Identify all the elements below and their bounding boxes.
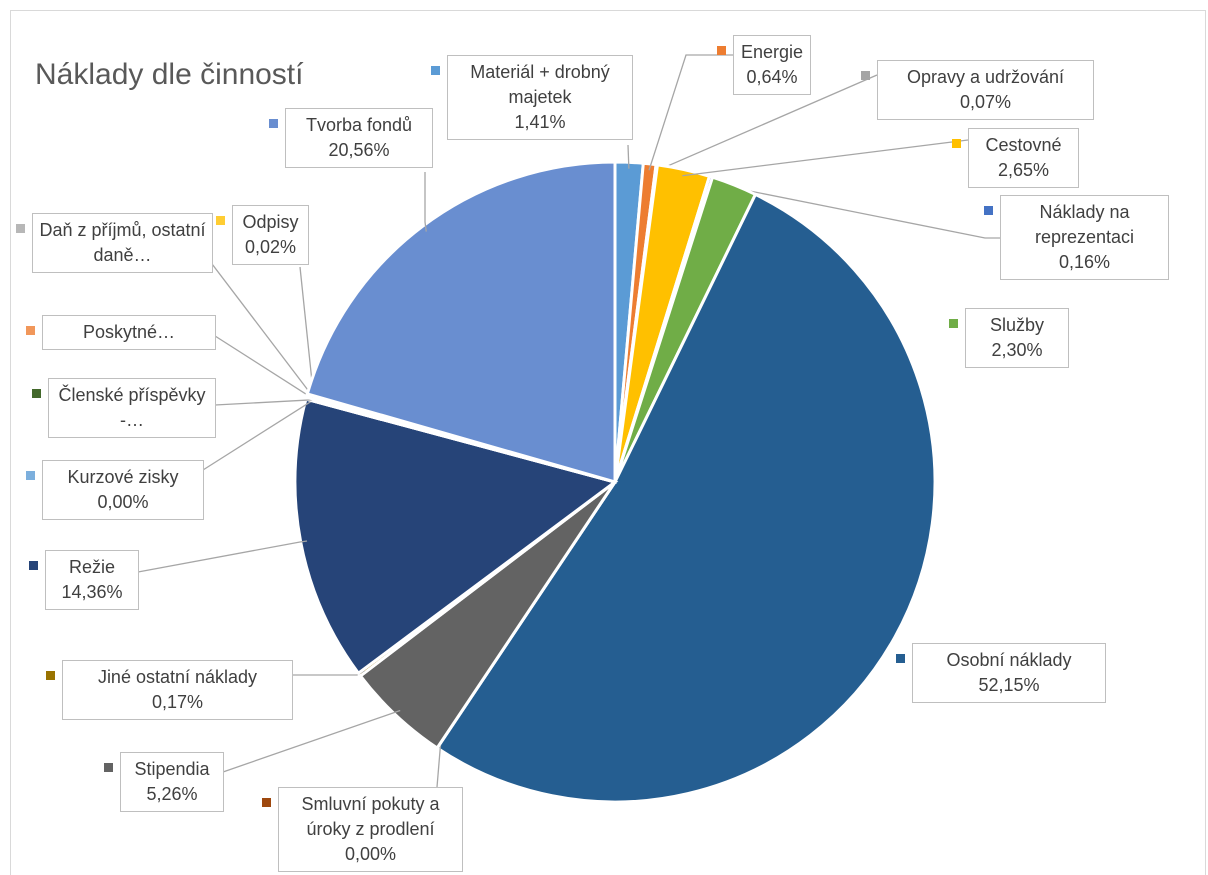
label-value: 0,00% (344, 844, 397, 864)
legend-key (431, 66, 440, 75)
label-value: 2,65% (997, 160, 1050, 180)
leader-line (424, 172, 427, 232)
legend-key (896, 654, 905, 663)
data-label: Členské příspěvky -… (32, 378, 216, 438)
label-category: Materiál + drobný majetek (470, 62, 610, 107)
leader-line (436, 742, 442, 788)
label-category: Opravy a udržování (906, 67, 1065, 87)
leader-line (299, 266, 315, 396)
leader-line (655, 74, 878, 172)
legend-key (216, 216, 225, 225)
label-value: 0,02% (244, 237, 297, 257)
label-value: 1,41% (514, 112, 566, 132)
data-label: Cestovné 2,65% (952, 128, 1079, 188)
leader-line (682, 139, 969, 177)
label-value: 0,17% (151, 692, 204, 712)
legend-key (262, 798, 271, 807)
data-label: Kurzové zisky 0,00% (26, 460, 204, 520)
data-label: Stipendia 5,26% (104, 752, 224, 812)
label-value: 2,30% (991, 340, 1043, 360)
label-category: Smluvní pokuty a úroky z prodlení (301, 794, 440, 839)
legend-key (717, 46, 726, 55)
label-value: 14,36% (61, 582, 123, 602)
legend-key (32, 389, 41, 398)
label-category: Režie (68, 557, 116, 577)
legend-key (29, 561, 38, 570)
legend-key (104, 763, 113, 772)
leader-line (627, 144, 630, 169)
data-label: Smluvní pokuty a úroky z prodlení 0,00% (262, 787, 463, 872)
data-label: Odpisy 0,02% (216, 205, 309, 265)
legend-key (269, 119, 278, 128)
label-category: Stipendia (134, 759, 210, 779)
label-value: 0,16% (1058, 252, 1111, 272)
label-category: Energie (740, 42, 804, 62)
legend-key (952, 139, 961, 148)
legend-key (16, 224, 25, 233)
legend-key (46, 671, 55, 680)
leader-line (214, 399, 313, 406)
label-category: Služby (989, 315, 1045, 335)
chart-frame (10, 10, 1206, 875)
leader-line (708, 182, 1000, 239)
data-label: Služby 2,30% (949, 308, 1069, 368)
label-value: 0,64% (746, 67, 798, 87)
data-label: Režie 14,36% (29, 550, 139, 610)
label-category: Náklady na reprezentaci (1034, 202, 1135, 247)
legend-key (26, 471, 35, 480)
leader-line (137, 540, 308, 573)
label-category: Tvorba fondů (305, 115, 413, 135)
label-category: Daň z příjmů, ostatní daně… (39, 220, 206, 265)
label-value: 0,07% (959, 92, 1012, 112)
label-value: 0,00% (97, 492, 149, 512)
pie-slice (435, 192, 937, 804)
label-category: Odpisy (242, 212, 299, 232)
label-value: 20,56% (328, 140, 390, 160)
pie-slice (305, 160, 617, 484)
data-label: Tvorba fondů 20,56% (269, 108, 433, 168)
leader-line (292, 670, 365, 676)
leader-line (202, 400, 313, 471)
label-value: 5,26% (146, 784, 198, 804)
label-category: Poskytné… (82, 322, 176, 342)
leader-line (648, 54, 733, 171)
leader-line (222, 709, 401, 773)
label-category: Osobní náklady (946, 650, 1072, 670)
data-label: Jiné ostatní náklady 0,17% (46, 660, 293, 720)
label-category: Cestovné (985, 135, 1062, 155)
legend-key (861, 71, 870, 80)
label-category: Kurzové zisky (67, 467, 179, 487)
data-label: Materiál + drobný majetek 1,41% (431, 55, 633, 140)
data-label: Opravy a udržování 0,07% (861, 60, 1094, 120)
data-label: Daň z příjmů, ostatní daně… (16, 213, 213, 273)
label-category: Členské příspěvky -… (58, 385, 206, 430)
legend-key (984, 206, 993, 215)
chart-title: Náklady dle činností (35, 58, 304, 91)
data-label: Energie 0,64% (717, 35, 811, 95)
legend-key (26, 326, 35, 335)
data-label: Osobní náklady 52,15% (896, 643, 1106, 703)
data-label: Náklady na reprezentaci 0,16% (984, 195, 1169, 280)
label-category: Jiné ostatní náklady (97, 667, 258, 687)
label-value: 52,15% (978, 675, 1040, 695)
legend-key (949, 319, 958, 328)
data-label: Poskytné… (26, 315, 216, 350)
